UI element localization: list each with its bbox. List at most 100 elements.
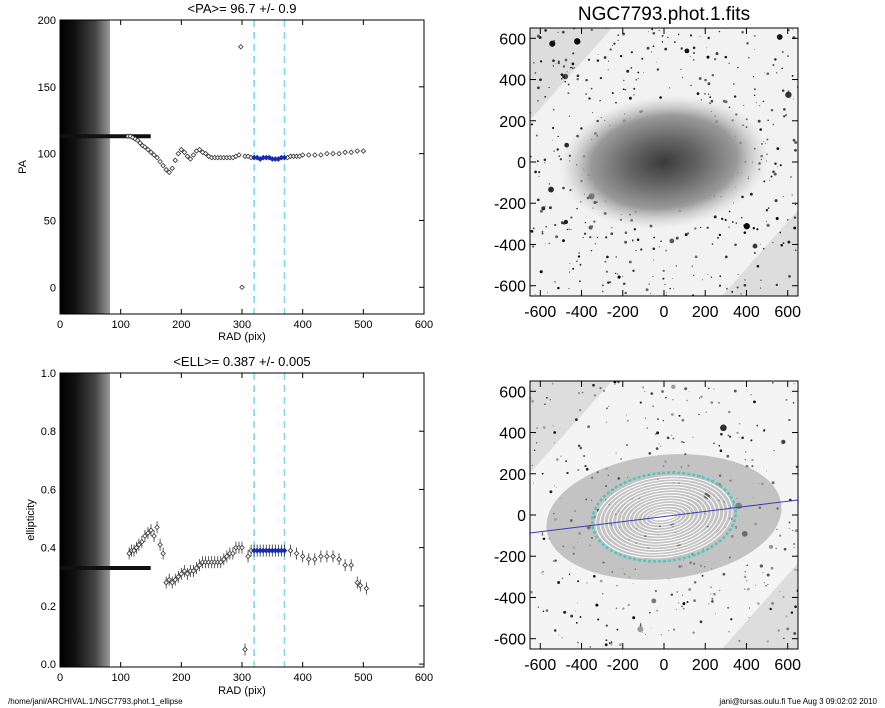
pa-point [178, 146, 185, 153]
star-dot [753, 88, 756, 91]
star-dot [537, 99, 539, 102]
star-dot [731, 221, 734, 223]
ell-point-marker [142, 533, 148, 539]
pa-y-tick-label: 50 [44, 215, 56, 227]
star-dot [622, 282, 626, 286]
star-dot [762, 572, 764, 574]
star-dot [671, 384, 676, 389]
star-dot [546, 397, 548, 399]
star-dot [794, 249, 797, 252]
ell-point [166, 573, 172, 586]
pa-point [312, 152, 318, 158]
ell-point-marker [196, 562, 203, 568]
star-dot [736, 431, 739, 434]
star-dot [552, 108, 555, 111]
star-dot [793, 632, 797, 635]
star-dot [774, 162, 777, 165]
ell-point-marker [363, 585, 370, 592]
isophote-y-tick-label: 400 [499, 426, 526, 443]
star-dot [688, 390, 690, 392]
star-dot [624, 88, 627, 91]
star-dot [698, 77, 702, 80]
ell-point [196, 559, 203, 572]
star-dot [651, 28, 654, 31]
star-dot [693, 581, 697, 584]
star-dot [554, 281, 556, 283]
star-dot [693, 59, 695, 61]
star-dot [554, 485, 556, 487]
star-dot [552, 59, 555, 62]
isophote-x-tick-label: 200 [692, 657, 719, 674]
star-dot [645, 417, 647, 419]
star-dot [562, 65, 566, 68]
pa-point-marker [134, 137, 141, 144]
pa-y-tick-label: 0 [50, 282, 56, 294]
star-dot [577, 468, 580, 472]
ell-point [318, 550, 324, 563]
star-dot [566, 471, 569, 475]
star-dot [741, 217, 743, 219]
star-dot [557, 581, 561, 584]
ell-point-marker [175, 573, 182, 580]
star-dot [748, 56, 750, 59]
star-dot [564, 58, 568, 62]
star-dot [661, 34, 664, 37]
star-dot [719, 590, 721, 591]
ell-title: <ELL>= 0.387 +/- 0.005 [173, 354, 310, 369]
star-dot [601, 592, 604, 595]
star-dot [572, 67, 574, 69]
star-dot [584, 464, 587, 468]
star-dot [541, 232, 544, 235]
star-dot [650, 627, 652, 629]
star-dot [762, 247, 765, 250]
star-dot [616, 584, 618, 587]
star-dot [542, 573, 544, 575]
star-dot [648, 31, 649, 33]
star-dot [713, 57, 717, 61]
pa-point [299, 152, 306, 158]
star-dot [794, 148, 797, 152]
star-dot [658, 443, 660, 445]
star-dot [558, 634, 560, 636]
star-dot [741, 31, 744, 34]
pa-point [181, 149, 188, 156]
isophote-ticks: -600 -400 -200 0 200 400 600 -600 -400 -200 0 200 40… [494, 381, 801, 674]
star-dot [567, 92, 570, 95]
ell-point [169, 576, 175, 589]
star-dot [628, 260, 632, 264]
star-dot [772, 242, 774, 244]
star-dot [655, 61, 657, 63]
star-dot [554, 63, 556, 65]
star-dot [611, 92, 614, 94]
star-dot [552, 559, 556, 563]
image-x-tick-label: 400 [733, 304, 760, 321]
pa-y-axis-label: PA [17, 159, 29, 174]
star-dot [615, 272, 617, 275]
ell-point-marker [348, 562, 354, 568]
star-dot [635, 78, 638, 81]
star-dot [652, 276, 654, 277]
star-dot [733, 95, 737, 98]
pa-point-marker [330, 150, 336, 157]
star-dot [578, 280, 581, 283]
star-dot [544, 29, 547, 32]
star-dot [741, 436, 744, 440]
ell-point [324, 550, 330, 563]
star-dot [788, 418, 791, 422]
star-dot [609, 48, 612, 51]
star-dot [763, 582, 765, 584]
star-dot [574, 67, 576, 69]
pa-x-tick-label: 400 [293, 319, 311, 331]
star-dot [553, 150, 555, 152]
star-dot [772, 170, 775, 174]
star-dot [540, 572, 542, 574]
star-dot [689, 34, 693, 37]
star-dot [541, 231, 544, 233]
star-dot [560, 221, 564, 225]
star-dot [567, 83, 570, 86]
star-dot [792, 529, 794, 532]
star-dot [785, 398, 788, 401]
star-dot [753, 252, 756, 254]
star-dot [694, 255, 698, 259]
star-dot [743, 283, 747, 287]
